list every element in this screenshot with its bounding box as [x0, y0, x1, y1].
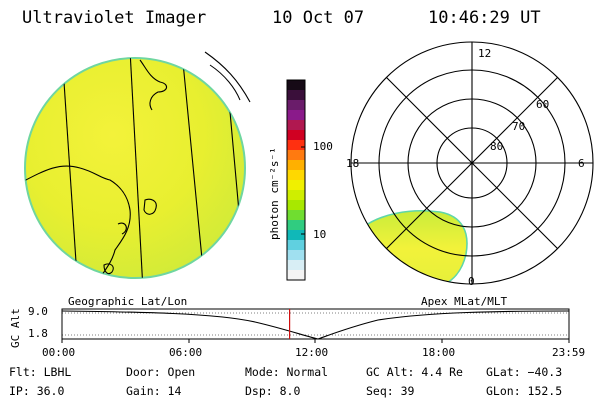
polar-label-80: 80: [490, 140, 504, 153]
timeline-tick-2359: 23:59: [552, 346, 586, 359]
color-scale-bar: [286, 79, 306, 281]
colorbar-segment: [287, 90, 305, 101]
timeline-tick-1200: 12:00: [295, 346, 329, 359]
mode-readout: Mode: Normal: [245, 365, 329, 379]
geographic-image: [24, 51, 251, 279]
geo-latitude-readout: GLat: −40.3: [486, 365, 563, 379]
app-title: Ultraviolet Imager: [22, 8, 207, 28]
colorbar-segment: [287, 190, 305, 201]
island-outline: [103, 263, 114, 275]
longitude-line: [61, 58, 79, 278]
time-readout: 10:46:29 UT: [428, 8, 541, 28]
timeline-tick-0000: 00:00: [42, 346, 76, 359]
timeline-y-bottom: 1.8: [28, 327, 48, 340]
door-readout: Door: Open: [126, 365, 196, 379]
polar-label-18: 18: [346, 157, 360, 170]
colorbar-segment: [287, 210, 305, 221]
polar-label-0: 0: [468, 275, 475, 288]
sequence-readout: Seq: 39: [366, 384, 415, 398]
coastline: [117, 222, 127, 235]
colorbar-segment: [287, 120, 305, 131]
colorbar-segment: [287, 100, 305, 111]
longitude-line: [129, 58, 144, 278]
timeline-plot: [61, 308, 570, 343]
colorbar-segment: [287, 140, 305, 151]
colorbar-segment: [287, 200, 305, 211]
coastline: [139, 59, 168, 111]
geo-longitude-readout: GLon: 152.5: [486, 384, 563, 398]
filter-readout: Flt: LBHL: [9, 365, 72, 379]
auroral-emission-region: [361, 209, 468, 284]
timeline-left-label: Geographic Lat/Lon: [68, 295, 188, 308]
polar-label-60: 60: [536, 98, 550, 111]
polar-label-70: 70: [512, 120, 526, 133]
colorbar-segment: [287, 260, 305, 271]
timeline-tick-0600: 06:00: [169, 346, 203, 359]
longitude-line: [209, 64, 241, 101]
dsp-readout: Dsp: 8.0: [245, 384, 301, 398]
altitude-curve: [61, 310, 570, 340]
colorbar-segment: [287, 110, 305, 121]
timeline-axis-title: GC Alt: [9, 308, 22, 348]
ip-readout: IP: 36.0: [9, 384, 65, 398]
colorbar-label-100: 100: [313, 140, 333, 153]
longitude-line: [204, 51, 251, 103]
polar-label-12: 12: [478, 47, 492, 60]
timeline-tick-1800: 18:00: [422, 346, 456, 359]
colorbar-segment: [287, 180, 305, 191]
timeline-right-label: Apex MLat/MLT: [421, 295, 508, 308]
longitude-line: [181, 58, 206, 278]
colorbar-segment: [287, 130, 305, 141]
coastline: [25, 165, 131, 278]
colorbar-segment: [287, 270, 305, 281]
island-outline: [143, 198, 157, 215]
colorbar-segment: [287, 80, 305, 91]
colorbar-unit-label: photon cm⁻²s⁻¹: [268, 147, 281, 240]
colorbar-segment: [287, 160, 305, 171]
timeline-y-top: 9.0: [28, 305, 48, 318]
colorbar-label-10: 10: [313, 228, 327, 241]
colorbar-segment: [287, 170, 305, 181]
gc-altitude-readout: GC Alt: 4.4 Re: [366, 365, 463, 379]
gain-readout: Gain: 14: [126, 384, 182, 398]
colorbar-segment: [287, 150, 305, 161]
colorbar-segment: [287, 240, 305, 251]
colorbar-segment: [287, 220, 305, 231]
polar-plot: [350, 41, 594, 285]
colorbar-segment: [287, 230, 305, 241]
date-readout: 10 Oct 07: [272, 8, 365, 28]
polar-label-6: 6: [578, 157, 585, 170]
colorbar-segment: [287, 250, 305, 261]
